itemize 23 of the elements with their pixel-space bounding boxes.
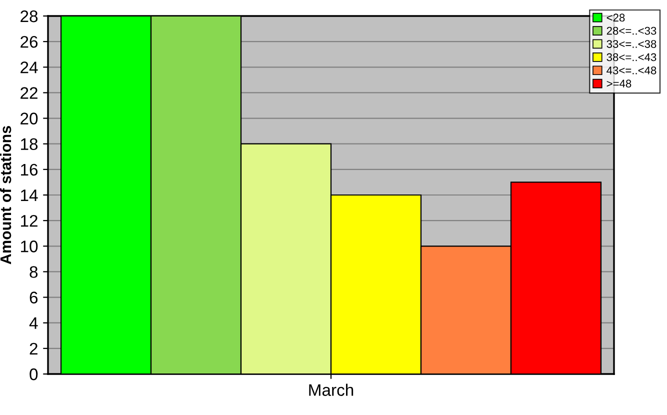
y-tick-label: 16 (21, 164, 38, 176)
legend-label: 28<=..<33 (606, 26, 656, 35)
y-tick-label: 10 (21, 240, 38, 252)
y-tick-label: 18 (21, 138, 38, 150)
y-axis-title: Amount of stations (0, 126, 12, 264)
y-tick-label: 24 (20, 62, 38, 74)
legend-label: 38<=..<43 (606, 53, 656, 62)
y-tick-label: 2 (30, 342, 38, 354)
y-tick-label: 20 (20, 112, 38, 124)
legend-label: 33<=..<38 (606, 40, 656, 48)
y-tick-label: 12 (21, 214, 38, 227)
y-tick-label: 8 (30, 266, 38, 278)
y-tick-label: 14 (21, 190, 38, 202)
legend-label: >=48 (606, 80, 632, 88)
x-tick-label: March (309, 384, 354, 396)
y-tick-label: 0 (30, 368, 38, 380)
y-tick-label: 26 (20, 36, 38, 48)
y-tick-label: 6 (30, 292, 38, 304)
y-tick-label: 22 (20, 87, 38, 99)
y-tick-label: 4 (29, 317, 38, 329)
legend-label: <28 (606, 14, 625, 22)
legend-label: 43<=..<48 (606, 66, 656, 74)
y-tick-label: 28 (20, 10, 38, 22)
